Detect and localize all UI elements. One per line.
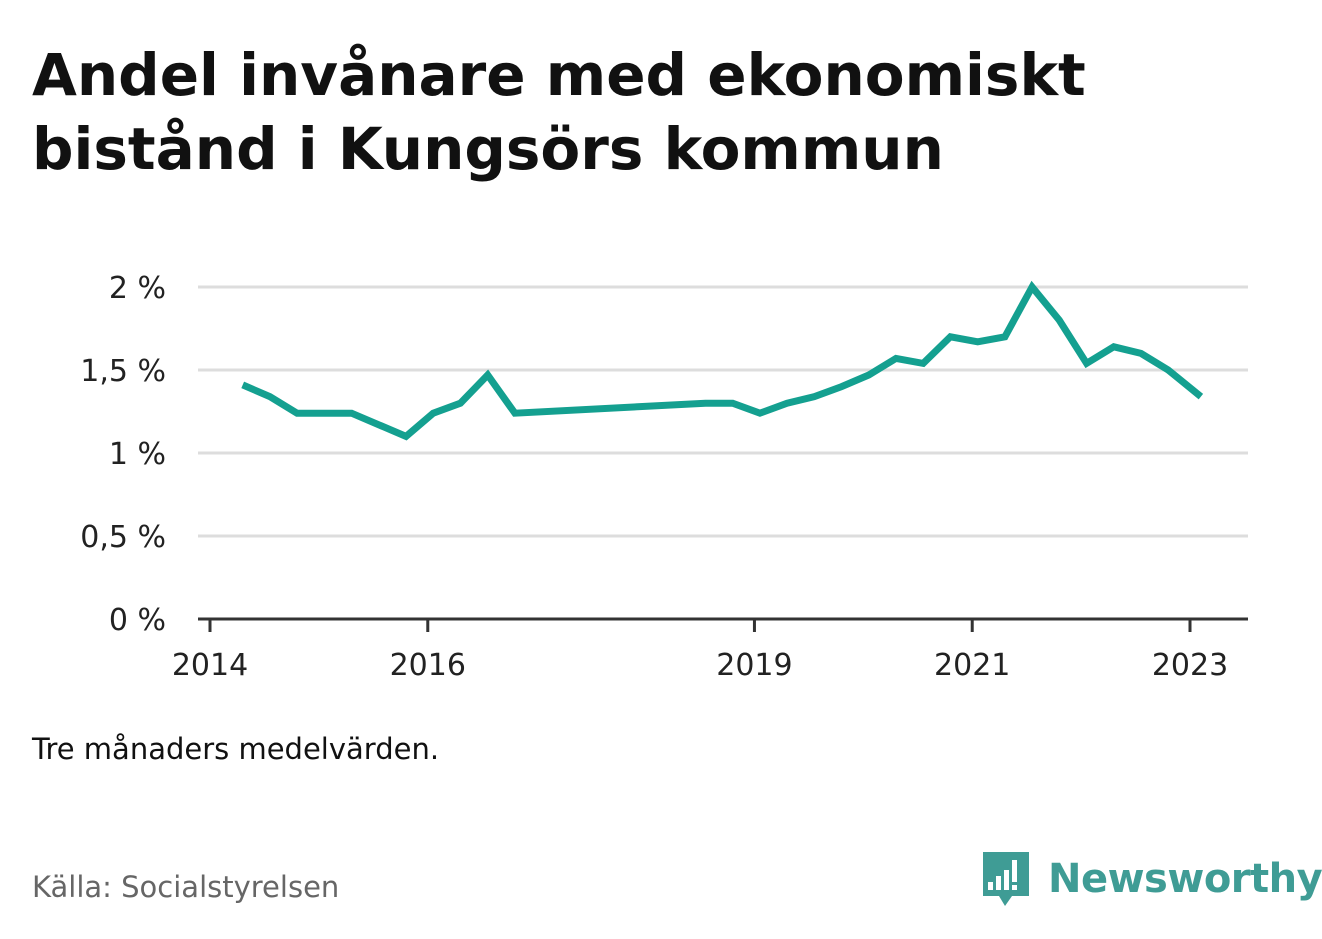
grid-lines — [198, 285, 1248, 538]
y-tick-label: 0 % — [109, 603, 166, 638]
series-line — [241, 280, 1204, 441]
x-tick-label: 2014 — [172, 648, 248, 683]
brand-name: Newsworthy — [1048, 856, 1322, 902]
y-tick-label: 2 % — [109, 271, 166, 306]
x-axis-ticks: 2014 2016 2019 2021 2023 — [172, 619, 1228, 683]
y-axis-ticks: 0 % 0,5 % 1 % 1,5 % 2 % — [80, 271, 166, 638]
x-tick-label: 2016 — [390, 648, 466, 683]
x-tick-label: 2023 — [1152, 648, 1228, 683]
line-chart: 0 % 0,5 % 1 % 1,5 % 2 % 2014 2016 2019 2021 2023 — [80, 271, 1248, 683]
y-tick-label: 0,5 % — [80, 520, 166, 555]
brand-logo[interactable]: Newsworthy — [980, 848, 1322, 910]
series-layer — [241, 280, 1204, 441]
y-tick-label: 1 % — [109, 437, 166, 472]
y-tick-label: 1,5 % — [80, 354, 166, 389]
x-tick-label: 2019 — [716, 648, 792, 683]
source-text: Källa: Socialstyrelsen — [32, 870, 340, 904]
x-tick-label: 2021 — [934, 648, 1010, 683]
chart-title: Andel invånare med ekonomiskt bistånd i … — [32, 41, 1086, 183]
newsworthy-logo-icon — [983, 852, 1029, 906]
chart-note: Tre månaders medelvärden. — [32, 732, 440, 766]
